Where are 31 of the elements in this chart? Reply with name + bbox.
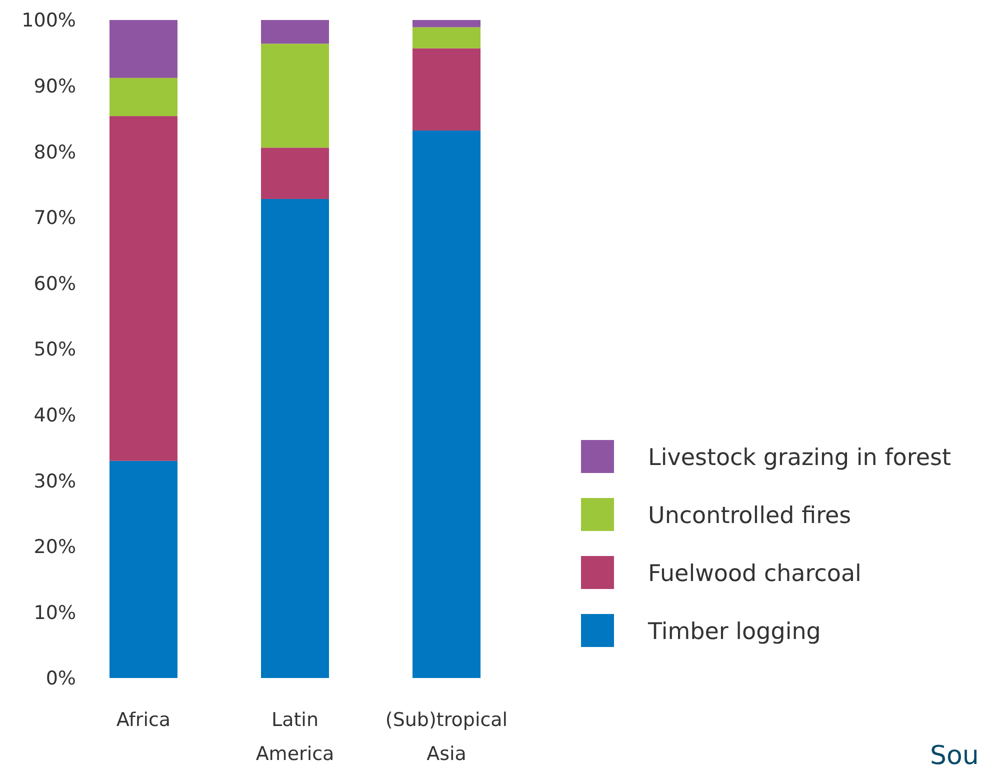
y-tick-label: 80% bbox=[34, 141, 76, 164]
bar bbox=[412, 48, 481, 131]
y-tick-label: 30% bbox=[34, 470, 76, 492]
bar bbox=[261, 148, 329, 199]
bar bbox=[412, 130, 481, 678]
legend-label: Livestock grazing in forest bbox=[648, 445, 951, 472]
y-tick-label: 20% bbox=[34, 536, 76, 558]
y-tick-label: 90% bbox=[34, 75, 76, 98]
y-tick-label: 0% bbox=[46, 668, 76, 690]
bar bbox=[109, 116, 178, 461]
y-tick-label: 60% bbox=[34, 272, 76, 295]
bar bbox=[261, 44, 329, 148]
x-tick-label: Africa bbox=[116, 709, 171, 731]
x-tick-label: (Sub)tropical Asia bbox=[385, 709, 508, 765]
y-tick-label: 70% bbox=[34, 207, 76, 230]
bar bbox=[109, 460, 178, 678]
legend-label: Fuelwood charcoal bbox=[648, 561, 862, 588]
bar bbox=[412, 27, 481, 48]
bar bbox=[109, 78, 178, 116]
text: Sou bbox=[930, 741, 979, 771]
legend-label: Timber logging bbox=[647, 619, 821, 646]
bar bbox=[261, 198, 329, 678]
bar bbox=[412, 20, 481, 28]
legend-label: Uncontrolled fires bbox=[648, 503, 852, 530]
y-tick-label: 50% bbox=[34, 338, 76, 361]
bar bbox=[261, 20, 329, 44]
y-tick-label: 40% bbox=[34, 404, 76, 426]
y-tick-label: 10% bbox=[34, 602, 76, 624]
x-tick-label: Latin America bbox=[256, 709, 334, 765]
bar bbox=[109, 20, 178, 78]
y-tick-label: 100% bbox=[22, 10, 76, 32]
